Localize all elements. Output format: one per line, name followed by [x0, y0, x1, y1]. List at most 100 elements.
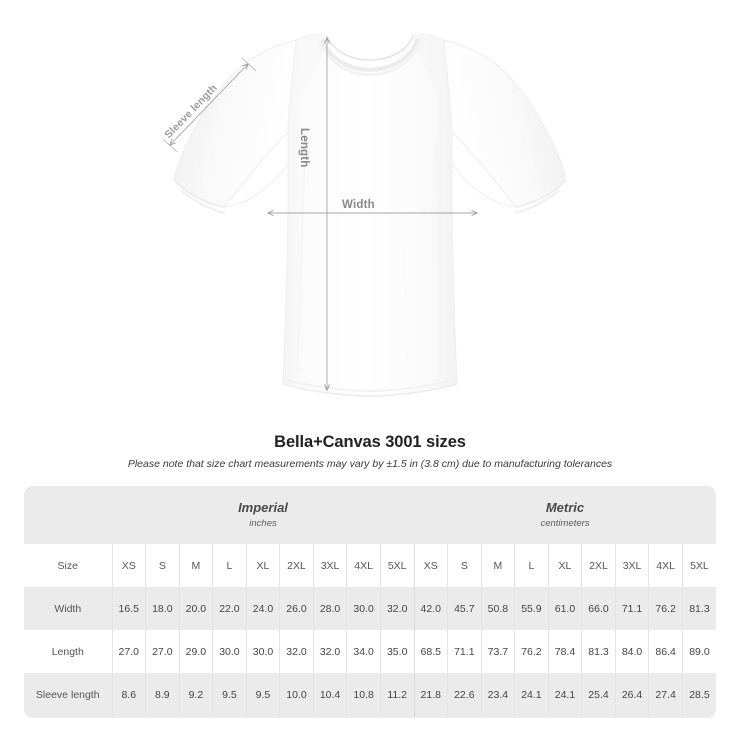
measurement-cell: 9.2 — [178, 673, 213, 716]
size-header-cell: XL — [547, 544, 582, 587]
measurement-cell: 32.0 — [312, 630, 347, 673]
measurement-cell: 11.2 — [379, 673, 414, 716]
size-chart-table-panel: Imperial inches Metric centimeters Size XS S M L… — [24, 486, 716, 718]
measurement-cell: 8.9 — [145, 673, 180, 716]
measurement-cell: 8.6 — [111, 673, 146, 716]
size-header-cell: 4XL — [346, 544, 381, 587]
measurement-cell: 68.5 — [413, 630, 448, 673]
size-chart-title: Bella+Canvas 3001 sizes — [274, 433, 466, 451]
size-header-cell: 3XL — [312, 544, 347, 587]
unit-group-header-row: Imperial inches Metric centimeters — [24, 486, 716, 544]
measurement-cell: 10.8 — [346, 673, 381, 716]
size-header-cell: 5XL — [379, 544, 414, 587]
size-header-cell: M — [178, 544, 213, 587]
size-column-header: Size — [24, 544, 112, 587]
measurement-cell: 24.1 — [547, 673, 582, 716]
size-header-cell: S — [447, 544, 482, 587]
measurement-cell: 26.4 — [614, 673, 649, 716]
measurement-cell: 45.7 — [447, 587, 482, 630]
measurement-cell: 55.9 — [514, 587, 549, 630]
measurement-cell: 73.7 — [480, 630, 515, 673]
measurement-cell: 24.1 — [514, 673, 549, 716]
size-header-cell: 3XL — [614, 544, 649, 587]
unit-group-imperial: Imperial inches — [112, 486, 414, 544]
measurement-cell: 9.5 — [212, 673, 247, 716]
measurement-cell: 20.0 — [178, 587, 213, 630]
table-row: Sleeve length 8.6 8.9 9.2 9.5 9.5 10.0 10.4 10.8… — [24, 673, 716, 716]
measurement-cell: 30.0 — [212, 630, 247, 673]
size-chart-table: Imperial inches Metric centimeters Size XS S M L… — [24, 486, 716, 716]
size-header-cell: 2XL — [581, 544, 616, 587]
measurement-cell: 61.0 — [547, 587, 582, 630]
measurement-cell: 23.4 — [480, 673, 515, 716]
measurement-cell: 22.0 — [212, 587, 247, 630]
size-header-cell: 4XL — [648, 544, 683, 587]
measurement-cell: 32.0 — [379, 587, 414, 630]
measurement-cell: 22.6 — [447, 673, 482, 716]
measurement-cell: 27.4 — [648, 673, 683, 716]
measurement-cell: 29.0 — [178, 630, 213, 673]
tshirt-illustration — [162, 33, 567, 397]
measurement-cell: 35.0 — [379, 630, 414, 673]
unit-group-metric: Metric centimeters — [414, 486, 716, 544]
size-header-cell: S — [145, 544, 180, 587]
measurement-cell: 10.0 — [279, 673, 314, 716]
size-header-cell: L — [212, 544, 247, 587]
unit-group-name: Imperial — [238, 499, 288, 515]
length-measure-label: Length — [298, 128, 310, 168]
measurement-cell: 89.0 — [681, 630, 716, 673]
measurement-cell: 86.4 — [648, 630, 683, 673]
measurement-cell: 27.0 — [145, 630, 180, 673]
measurement-cell: 16.5 — [111, 587, 146, 630]
table-row: Length 27.0 27.0 29.0 30.0 30.0 32.0 32.0 34.0 35… — [24, 630, 716, 673]
size-header-cell: 2XL — [279, 544, 314, 587]
measurement-cell: 27.0 — [111, 630, 146, 673]
measurement-cell: 30.0 — [245, 630, 280, 673]
measurement-cell: 76.2 — [648, 587, 683, 630]
measurement-cell: 71.1 — [447, 630, 482, 673]
product-image-area: Width Length Sleeve length — [162, 33, 567, 397]
size-header-cell: L — [514, 544, 549, 587]
size-header-row: Size XS S M L XL 2XL 3XL 4XL 5XL XS S M L XL 2XL 3XL 4XL 5… — [24, 544, 716, 587]
measurement-cell: 25.4 — [581, 673, 616, 716]
measurement-cell: 81.3 — [681, 587, 716, 630]
measurement-arrows — [162, 38, 477, 390]
measurement-cell: 84.0 — [614, 630, 649, 673]
measurement-cell: 10.4 — [312, 673, 347, 716]
size-header-cell: XL — [245, 544, 280, 587]
measurement-cell: 66.0 — [581, 587, 616, 630]
size-header-cell: 5XL — [681, 544, 716, 587]
unit-header-spacer — [24, 486, 112, 544]
unit-group-subtitle: inches — [249, 517, 277, 529]
measurement-row-label: Width — [24, 587, 112, 630]
measurement-cell: 32.0 — [279, 630, 314, 673]
sleeve-tick-end — [241, 57, 257, 72]
measurement-cell: 42.0 — [413, 587, 448, 630]
measurement-cell: 78.4 — [547, 630, 582, 673]
size-header-cell: XS — [413, 544, 448, 587]
unit-group-name: Metric — [545, 499, 585, 515]
measurement-cell: 26.0 — [279, 587, 314, 630]
measurement-cell: 18.0 — [145, 587, 180, 630]
unit-group-subtitle: centimeters — [540, 517, 590, 529]
measurement-cell: 21.8 — [413, 673, 448, 716]
measurement-cell: 30.0 — [346, 587, 381, 630]
size-header-cell: M — [480, 544, 515, 587]
size-header-cell: XS — [111, 544, 146, 587]
measurement-cell: 81.3 — [581, 630, 616, 673]
table-row: Width 16.5 18.0 20.0 22.0 24.0 26.0 28.0 30.0 32.… — [24, 587, 716, 630]
size-chart-note: Please note that size chart measurements… — [127, 458, 613, 470]
measurement-cell: 34.0 — [346, 630, 381, 673]
width-measure-label: Width — [342, 199, 375, 211]
measurement-cell: 50.8 — [480, 587, 515, 630]
measurement-cell: 9.5 — [245, 673, 280, 716]
measurement-cell: 24.0 — [245, 587, 280, 630]
measurement-cell: 76.2 — [514, 630, 549, 673]
sleeve-length-arrow — [170, 64, 248, 145]
measurement-row-label: Length — [24, 630, 112, 673]
measurement-row-label: Sleeve length — [24, 673, 112, 716]
measurement-cell: 71.1 — [614, 587, 649, 630]
measurement-cell: 28.0 — [312, 587, 347, 630]
sleeve-tick-start — [162, 138, 178, 153]
tshirt-body — [173, 33, 567, 397]
